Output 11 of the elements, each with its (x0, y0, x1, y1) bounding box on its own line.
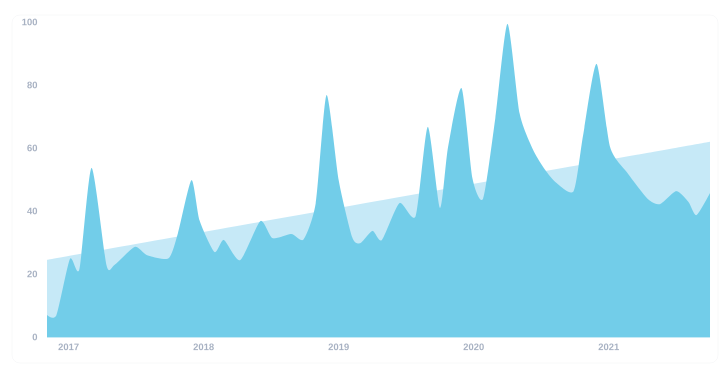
x-tick-label: 2018 (193, 344, 214, 350)
x-tick-label: 2019 (328, 344, 349, 350)
y-tick-label: 80 (27, 82, 38, 88)
x-tick-label: 2020 (464, 344, 484, 350)
y-tick-label: 20 (27, 270, 38, 278)
y-tick-label: 100 (22, 18, 38, 26)
x-tick-label: 2021 (598, 344, 619, 350)
y-tick-label: 0 (32, 334, 38, 340)
y-tick-label: 40 (27, 208, 38, 214)
y-tick-label: 60 (27, 144, 38, 152)
x-tick-label: 2017 (58, 344, 79, 350)
